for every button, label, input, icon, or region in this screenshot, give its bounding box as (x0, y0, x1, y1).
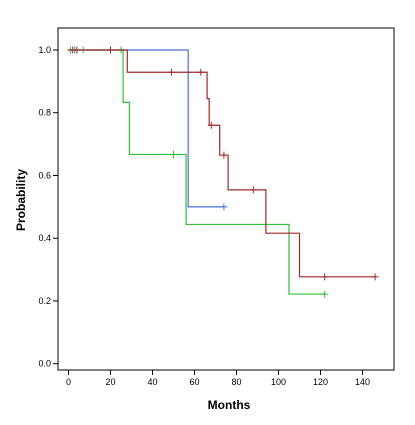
censor-mark (220, 151, 228, 159)
y-tick-label: 0.8 (38, 108, 51, 118)
y-tick-label: 0.0 (38, 359, 51, 369)
x-tick-label: 80 (231, 377, 241, 387)
x-axis-ticks: 0 20 40 60 80 100 120 140 (66, 370, 370, 387)
y-tick-label: 0.2 (38, 296, 51, 306)
x-tick-label: 120 (313, 377, 328, 387)
censor-mark (321, 273, 329, 281)
x-tick-label: 20 (105, 377, 115, 387)
series-3 (68, 46, 379, 281)
censor-mark (170, 150, 177, 158)
censor-mark (167, 68, 175, 76)
y-tick-label: 0.4 (38, 233, 51, 243)
censor-mark (321, 290, 329, 298)
censor-mark (371, 273, 379, 281)
series-layer (67, 46, 379, 298)
x-tick-label: 140 (355, 377, 370, 387)
x-axis-title: Months (208, 398, 251, 412)
plot-area (57, 27, 395, 371)
survival-curve (68, 49, 376, 278)
x-tick-label: 0 (66, 377, 71, 387)
censor-mark (107, 46, 114, 54)
censor-mark (220, 203, 228, 211)
x-tick-label: 60 (189, 377, 199, 387)
censor-mark (197, 68, 205, 76)
survival-curve (68, 49, 224, 208)
y-axis-title: Probability (14, 169, 28, 231)
censor-mark (207, 121, 215, 129)
censor-mark (73, 46, 81, 54)
y-tick-label: 0.6 (38, 170, 51, 180)
censor-mark (249, 186, 257, 194)
survival-curve (68, 49, 325, 295)
x-tick-label: 100 (271, 377, 286, 387)
x-tick-label: 40 (147, 377, 157, 387)
y-axis-ticks: 0.0 0.2 0.4 0.6 0.8 1.0 (38, 45, 58, 369)
y-tick-label: 1.0 (38, 45, 51, 55)
